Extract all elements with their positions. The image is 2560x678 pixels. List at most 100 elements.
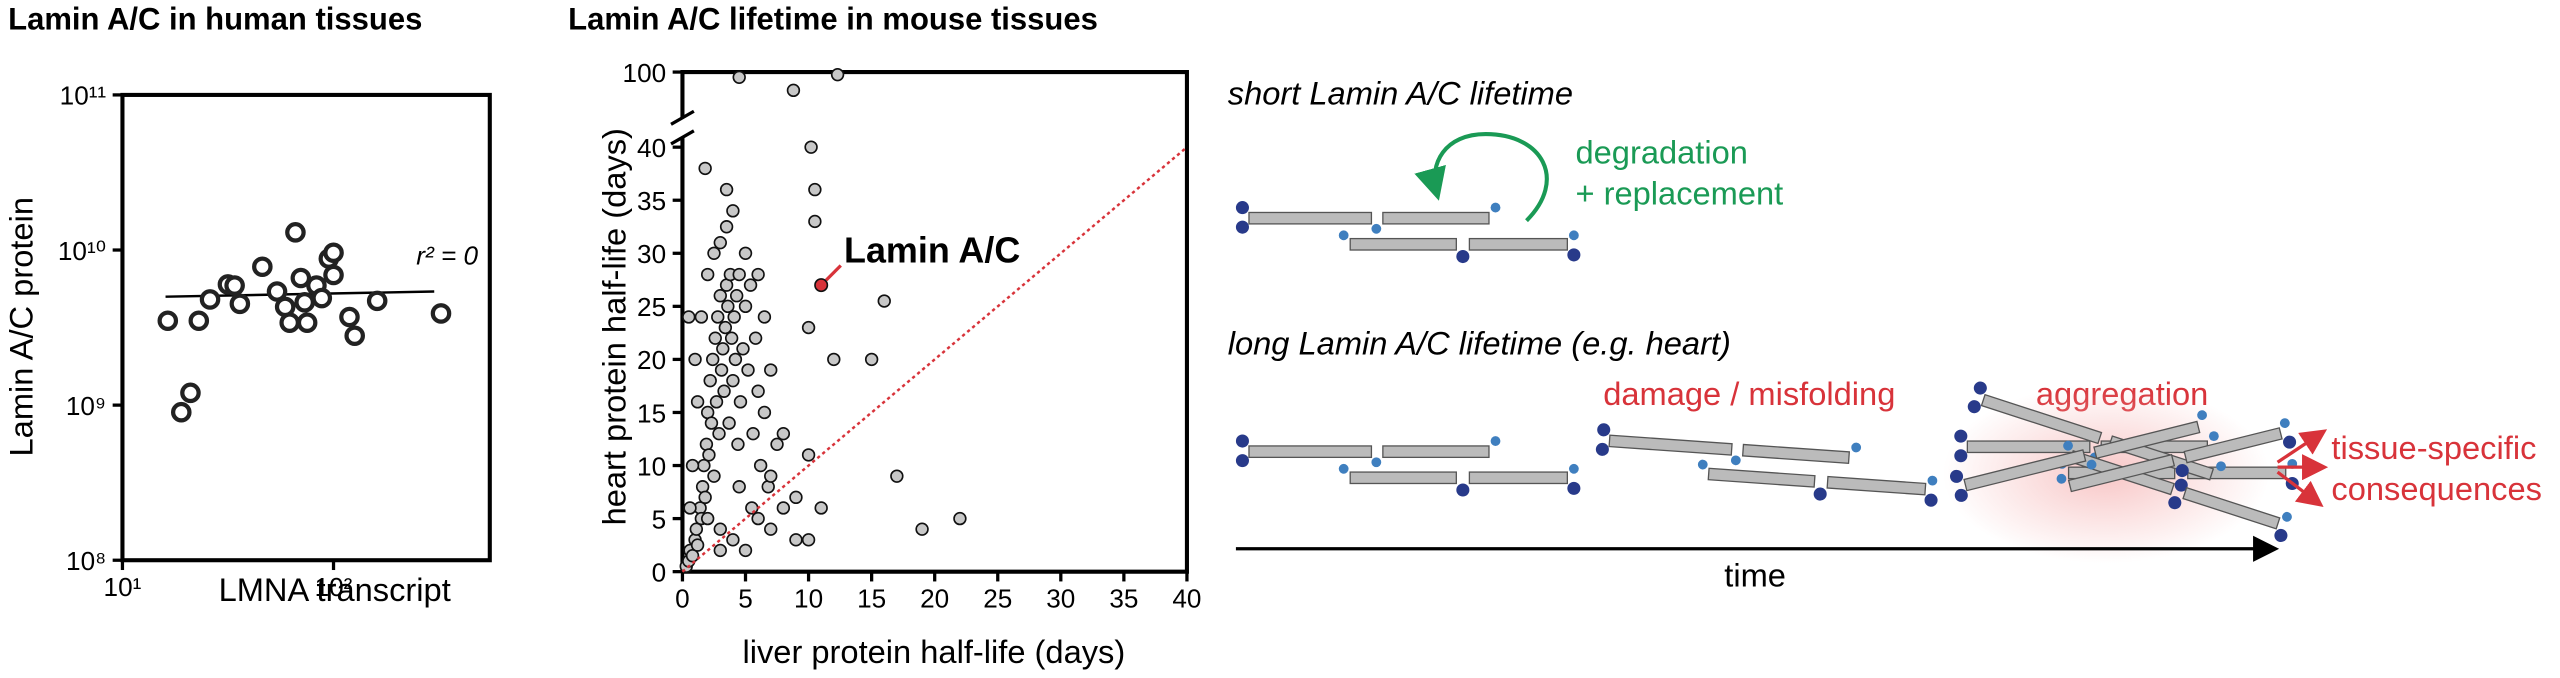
point [700, 267, 715, 282]
point [738, 299, 753, 314]
arrow [2276, 470, 2324, 508]
point [726, 533, 740, 547]
arrow [2276, 429, 2328, 464]
point [743, 278, 758, 292]
point [801, 320, 816, 335]
point [718, 320, 733, 335]
point [690, 538, 705, 552]
point [430, 303, 452, 324]
annotation: r² = 0 [416, 241, 478, 271]
point [757, 405, 772, 420]
y-tick-label: 10⁹ [66, 391, 106, 421]
y-tick-label: 25 [637, 292, 666, 322]
point [789, 533, 803, 547]
point [764, 363, 778, 377]
point [746, 426, 760, 441]
point [698, 161, 712, 176]
x-tick-label: 20 [920, 584, 949, 614]
x-tick-label: 40 [1172, 584, 1201, 614]
point [294, 292, 315, 313]
point [311, 287, 333, 309]
filament [1235, 200, 1582, 264]
point [732, 267, 746, 282]
point [733, 395, 748, 409]
x-tick-label: 35 [1109, 584, 1138, 614]
point [745, 501, 759, 515]
point [700, 511, 715, 526]
point [703, 373, 717, 388]
point [285, 222, 306, 243]
point [830, 67, 845, 82]
point [719, 220, 734, 234]
y-tick-label: 10 [637, 451, 666, 481]
label: degradation [1576, 133, 1748, 170]
point [808, 182, 822, 197]
x-tick-label: 30 [1046, 584, 1075, 614]
point [704, 416, 719, 430]
point [724, 331, 739, 345]
point [732, 70, 746, 84]
filament [1592, 422, 1943, 510]
point [279, 312, 300, 333]
point [738, 543, 753, 558]
point [694, 310, 709, 324]
replacement-arrow [1414, 132, 1549, 223]
point [776, 426, 791, 441]
point [827, 352, 841, 367]
point [690, 395, 705, 409]
point [698, 490, 712, 505]
chart-title: Lamin A/C in human tissues [8, 2, 422, 37]
point [741, 363, 755, 377]
point [751, 511, 765, 526]
point [229, 293, 251, 315]
point [801, 533, 816, 547]
point [751, 384, 765, 398]
point [751, 267, 765, 282]
point [290, 267, 312, 289]
filament [1235, 433, 1582, 498]
diagram: short Lamin A/C lifetime degradation + r… [1228, 75, 2542, 594]
label: tissue-specific [2331, 429, 2536, 466]
point [713, 543, 727, 558]
point [712, 426, 726, 441]
point [877, 294, 891, 308]
y-axis-label: heart protein half-life (days) [595, 128, 632, 525]
point [706, 352, 720, 367]
x-tick-label: 5 [738, 584, 753, 614]
label: short Lamin A/C lifetime [1228, 75, 1573, 112]
x-tick-label: 10 [794, 584, 823, 614]
label: damage / misfolding [1603, 375, 1895, 412]
point [323, 242, 344, 264]
point [224, 275, 245, 296]
y-tick-label: 10¹⁰ [58, 236, 106, 266]
point [344, 325, 365, 347]
point [814, 501, 828, 515]
point [707, 469, 721, 483]
point [707, 246, 721, 260]
chart-2: Lamin A/C lifetime in mouse tissues live… [568, 2, 1201, 670]
point [711, 310, 725, 324]
point [753, 458, 768, 473]
point [789, 490, 803, 505]
y-tick-label: 10¹¹ [60, 81, 107, 111]
point [764, 522, 778, 536]
point [199, 289, 221, 310]
point [729, 289, 744, 303]
point [171, 401, 192, 423]
point [721, 299, 735, 314]
point [719, 182, 734, 197]
x-tick-label: 15 [857, 584, 886, 614]
point [757, 310, 772, 324]
point [726, 204, 740, 218]
point [682, 310, 696, 324]
point [252, 256, 273, 278]
point [717, 384, 731, 398]
x-tick-label: 10¹ [104, 572, 142, 602]
label: consequences [2331, 470, 2542, 507]
y-tick-label: 10⁸ [66, 546, 106, 576]
point [685, 458, 700, 473]
y-tick-label: 15 [637, 398, 666, 428]
y-axis-label: Lamin A/C protein [3, 197, 40, 456]
label: + replacement [1576, 174, 1784, 211]
y-tick-label: 35 [637, 186, 666, 216]
